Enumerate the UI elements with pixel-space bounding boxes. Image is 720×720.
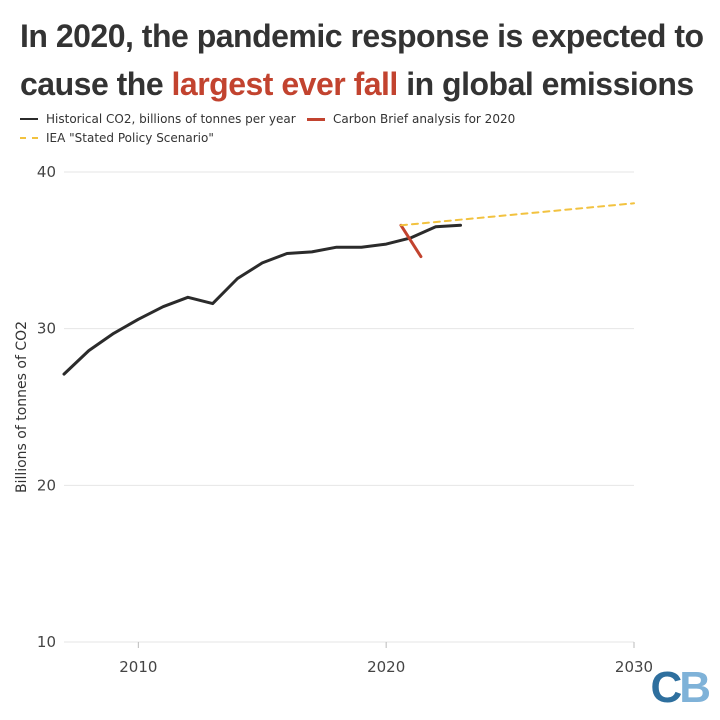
series-lines [62,202,635,376]
legend-item-carbon-brief: Carbon Brief analysis for 2020 [307,112,515,126]
legend-label-iea: IEA "Stated Policy Scenario" [46,131,214,145]
logo-letter-b: B [679,663,711,712]
y-tick-label: 10 [37,633,56,651]
legend-swatch-historical [20,118,38,120]
carbon-brief-logo: C B [650,663,711,712]
legend-swatch-carbon-brief [307,117,325,121]
legend-label-carbon-brief: Carbon Brief analysis for 2020 [333,112,516,126]
x-tick-label: 2010 [119,658,157,676]
y-tick-label: 20 [37,476,56,494]
iea-stated-policy-line [400,202,635,227]
logo-letter-c: C [650,663,682,712]
y-tick-label: 40 [37,163,56,181]
legend-swatch-iea [20,137,38,139]
x-tick-label: 2020 [367,658,405,676]
y-axis-ticks: 10 20 30 40 [37,163,56,651]
title-part1: In 2020, the pandemic response is expect… [20,18,704,102]
legend-label-historical: Historical CO2, billions of tonnes per y… [46,112,296,126]
legend-item-historical: Historical CO2, billions of tonnes per y… [20,112,296,126]
legend-item-iea: IEA "Stated Policy Scenario" [20,131,214,145]
x-tick-label: 2030 [615,658,653,676]
x-axis-ticks: 2010 2020 2030 [119,642,653,676]
title-highlight: largest ever fall [171,66,399,102]
carbon-brief-2020-line [399,223,423,259]
historical-co2-line [62,223,462,376]
y-axis-label: Billions of tonnes of CO2 [14,321,30,493]
y-tick-label: 30 [37,320,56,338]
grid-lines [64,171,634,643]
title-part2: in global emissions [397,66,694,102]
chart-title: In 2020, the pandemic response is expect… [20,12,710,108]
